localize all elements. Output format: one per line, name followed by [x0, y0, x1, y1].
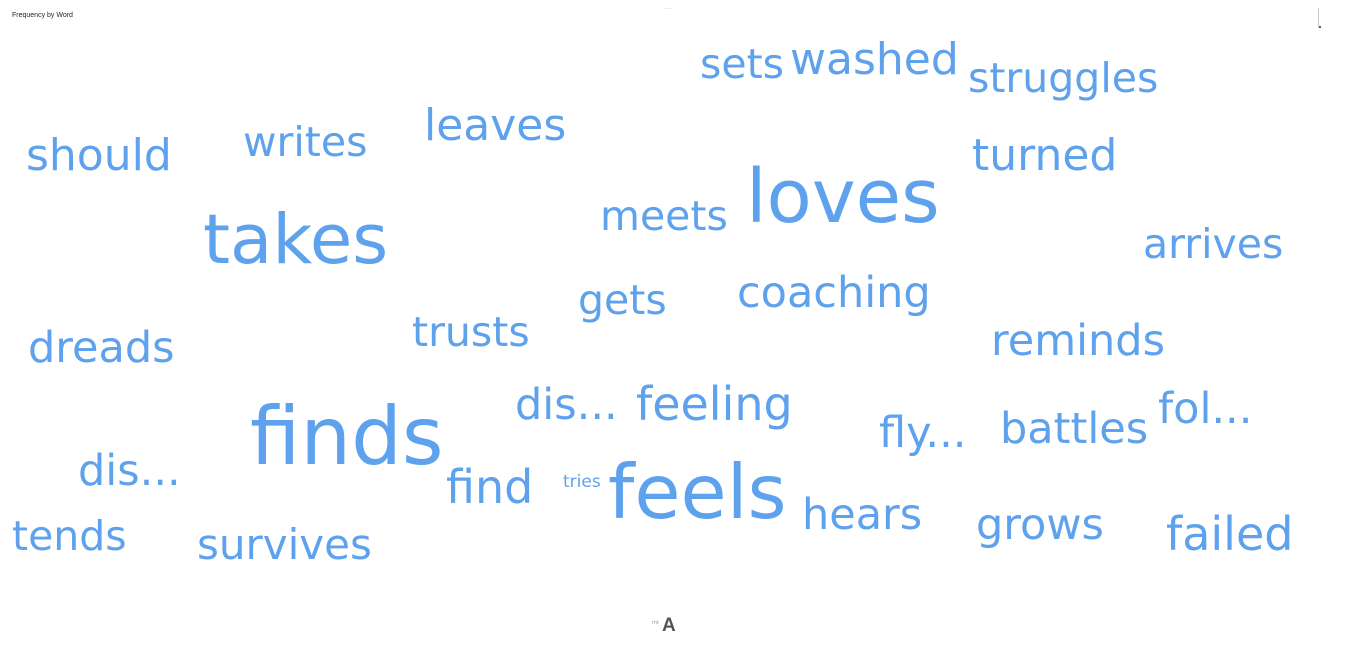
word-30[interactable]: survives	[197, 520, 372, 569]
word-cloud: sets washed struggles leaves should writes tur…	[12, 34, 1294, 569]
word-5[interactable]: writes	[243, 118, 368, 166]
word-23[interactable]: find	[446, 460, 534, 514]
word-0[interactable]: sets	[700, 40, 785, 88]
word-27[interactable]: grows	[976, 500, 1104, 550]
word-2[interactable]: struggles	[968, 54, 1159, 102]
word-4[interactable]: should	[26, 130, 172, 181]
word-13[interactable]: trusts	[412, 308, 530, 356]
word-10[interactable]: arrives	[1143, 220, 1284, 268]
word-1[interactable]: washed	[790, 34, 959, 85]
word-24[interactable]: tries	[563, 472, 601, 492]
drag-handle-icon[interactable]: ···	[664, 6, 673, 13]
word-29[interactable]: tends	[12, 512, 127, 560]
word-21[interactable]: battles	[1000, 404, 1149, 454]
word-17[interactable]: feeling	[636, 377, 793, 431]
word-8[interactable]: takes	[203, 200, 389, 280]
word-16[interactable]: dis...	[515, 380, 618, 430]
resize-handle-icon[interactable]	[1318, 8, 1321, 28]
visual-title: Frequency by Word	[12, 12, 73, 19]
word-26[interactable]: hears	[802, 490, 923, 540]
word-18[interactable]: finds	[250, 390, 444, 483]
word-22[interactable]: dis...	[78, 446, 181, 496]
logo-prefix: mt	[652, 620, 659, 626]
word-9[interactable]: meets	[600, 192, 728, 240]
word-6[interactable]: turned	[972, 130, 1118, 181]
logo-tagline: ...	[654, 636, 657, 640]
word-28[interactable]: failed	[1166, 507, 1294, 561]
word-20[interactable]: fly...	[879, 408, 967, 458]
word-15[interactable]: reminds	[991, 316, 1165, 366]
word-12[interactable]: gets	[578, 276, 667, 324]
word-25[interactable]: feels	[608, 448, 787, 536]
word-7[interactable]: loves	[746, 154, 940, 240]
word-11[interactable]: coaching	[737, 268, 931, 318]
word-19[interactable]: fol...	[1158, 384, 1253, 434]
word-3[interactable]: leaves	[424, 100, 567, 151]
word-14[interactable]: dreads	[28, 323, 175, 373]
brand-logo: mt A ...	[650, 612, 686, 640]
logo-mark: A	[662, 615, 676, 636]
